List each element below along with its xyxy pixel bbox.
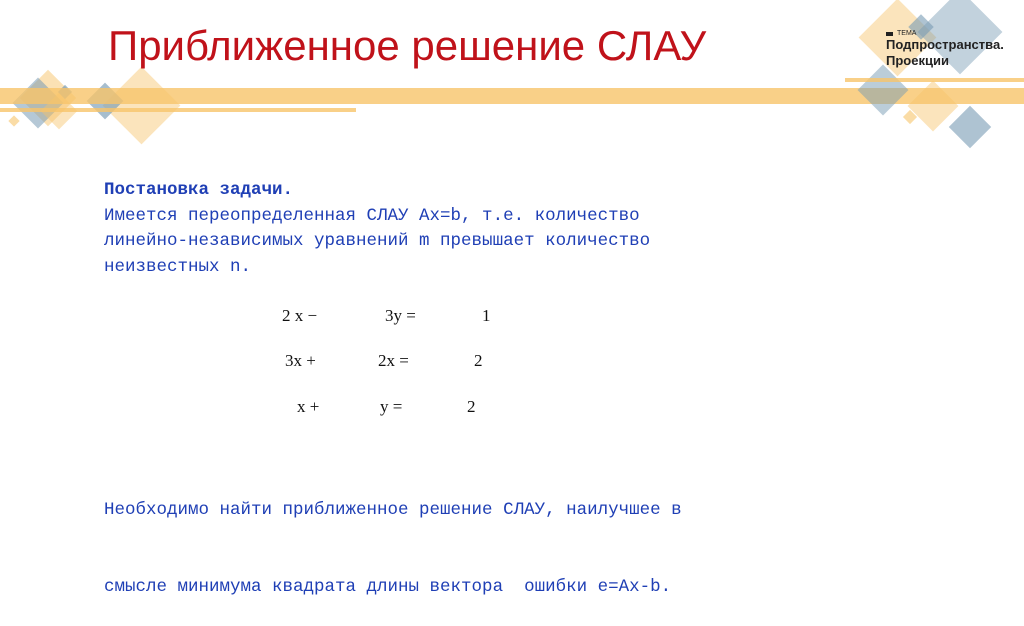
- eq3-mid: y =: [380, 397, 403, 416]
- conclusion: Необходимо найти приближенное решение СЛ…: [104, 447, 682, 626]
- text-line: Имеется переопределенная СЛАУ Ax=b, т.е.…: [104, 205, 640, 226]
- topic-badge: ТЕМА Подпространства. Проекции: [886, 30, 1004, 69]
- problem-statement: Постановка задачи. Имеется переопределен…: [104, 178, 650, 280]
- topic-line-2: Проекции: [886, 53, 949, 68]
- badge-label: ТЕМА: [897, 30, 917, 37]
- text-line: смысле минимума квадрата длины вектора о…: [104, 576, 672, 597]
- section-heading: Постановка задачи.: [104, 180, 294, 200]
- eq2-rhs: 2: [474, 351, 483, 370]
- eq2-mid: 2x =: [378, 351, 409, 370]
- eq3-rhs: 2: [467, 397, 476, 416]
- eq1-rhs: 1: [482, 306, 491, 325]
- eq3-lhs: x +: [297, 397, 320, 416]
- text-line: Необходимо найти приближенное решение СЛ…: [104, 500, 682, 520]
- eq2-lhs: 3x +: [285, 351, 316, 370]
- text-line: линейно-независимых уравнений m превышае…: [104, 231, 651, 251]
- text-line: неизвестных n.: [104, 256, 252, 277]
- page-title: Приближенное решение СЛАУ: [108, 22, 707, 69]
- topic-line-1: Подпространства.: [886, 37, 1004, 52]
- badge-square-icon: [886, 31, 893, 36]
- eq1-mid: 3y =: [385, 306, 416, 325]
- eq1-lhs: 2 x −: [282, 306, 318, 325]
